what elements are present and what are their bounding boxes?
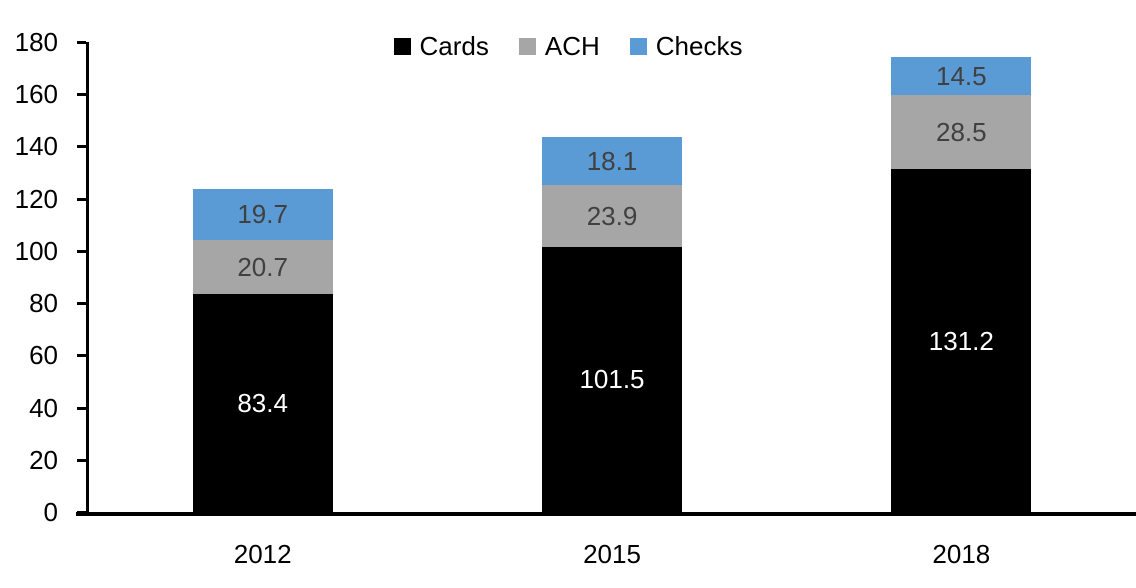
legend-label-ach: ACH [544, 31, 600, 61]
y-tick-label: 160 [14, 79, 58, 110]
y-tick-label: 140 [14, 131, 58, 162]
y-tick-mark [77, 145, 86, 149]
bar-segment-checks-2018: 14.5 [891, 57, 1032, 96]
bar-2015: 18.1 23.9 101.5 [542, 137, 682, 512]
legend-label-cards: Cards [419, 31, 489, 61]
bar-2012: 19.7 20.7 83.4 [192, 188, 333, 512]
x-axis-line [76, 512, 1136, 516]
y-tick-label: 120 [14, 183, 58, 214]
bar-segment-cards-2015: 101.5 [542, 246, 682, 512]
value-label-ach-2018: 28.5 [936, 117, 987, 148]
y-tick-mark [77, 511, 86, 514]
value-label-cards-2018: 131.2 [928, 325, 994, 356]
value-label-cards-2012: 83.4 [237, 388, 288, 419]
bar-segment-ach-2018: 28.5 [891, 95, 1032, 170]
legend-swatch-ach [518, 37, 536, 55]
legend-item-checks: Checks [629, 31, 743, 61]
y-axis-line [86, 42, 89, 516]
bar-segment-ach-2015: 23.9 [542, 184, 682, 247]
value-label-checks-2015: 18.1 [586, 145, 638, 176]
value-label-cards-2015: 101.5 [579, 364, 645, 395]
y-tick-label: 80 [29, 288, 58, 319]
y-tick-label: 0 [43, 497, 58, 527]
bar-segment-cards-2012: 83.4 [192, 294, 333, 512]
bar-2018: 14.5 28.5 131.2 [891, 57, 1032, 512]
y-tick-mark [77, 197, 86, 201]
x-tick-label-2012: 2012 [233, 539, 292, 569]
legend: Cards ACH Checks [0, 33, 1136, 59]
y-tick-label: 100 [14, 235, 58, 266]
y-tick-label: 180 [14, 27, 58, 57]
legend-swatch-cards [393, 37, 411, 55]
value-label-ach-2012: 20.7 [237, 252, 288, 283]
y-tick-mark [77, 41, 86, 44]
value-label-ach-2015: 23.9 [586, 200, 638, 231]
y-tick-mark [77, 93, 86, 97]
value-label-checks-2012: 19.7 [237, 199, 288, 230]
y-tick-mark [77, 406, 86, 410]
legend-item-cards: Cards [393, 31, 489, 61]
value-label-checks-2018: 14.5 [936, 61, 987, 92]
y-tick-label: 60 [29, 340, 58, 371]
y-tick-mark [77, 302, 86, 306]
y-tick-label: 20 [29, 444, 58, 475]
bar-segment-checks-2015: 18.1 [542, 137, 682, 185]
bar-segment-cards-2018: 131.2 [891, 169, 1032, 512]
x-tick-label-2015: 2015 [583, 539, 641, 569]
y-tick-mark [77, 249, 86, 253]
y-tick-mark [77, 354, 86, 358]
y-tick-mark [77, 458, 86, 462]
legend-swatch-checks [629, 37, 647, 55]
legend-item-ach: ACH [518, 31, 600, 61]
x-tick-label-2018: 2018 [932, 539, 991, 569]
bar-segment-checks-2012: 19.7 [192, 188, 333, 241]
legend-label-checks: Checks [655, 31, 743, 61]
y-tick-label: 40 [29, 392, 58, 423]
bar-segment-ach-2012: 20.7 [192, 240, 333, 295]
